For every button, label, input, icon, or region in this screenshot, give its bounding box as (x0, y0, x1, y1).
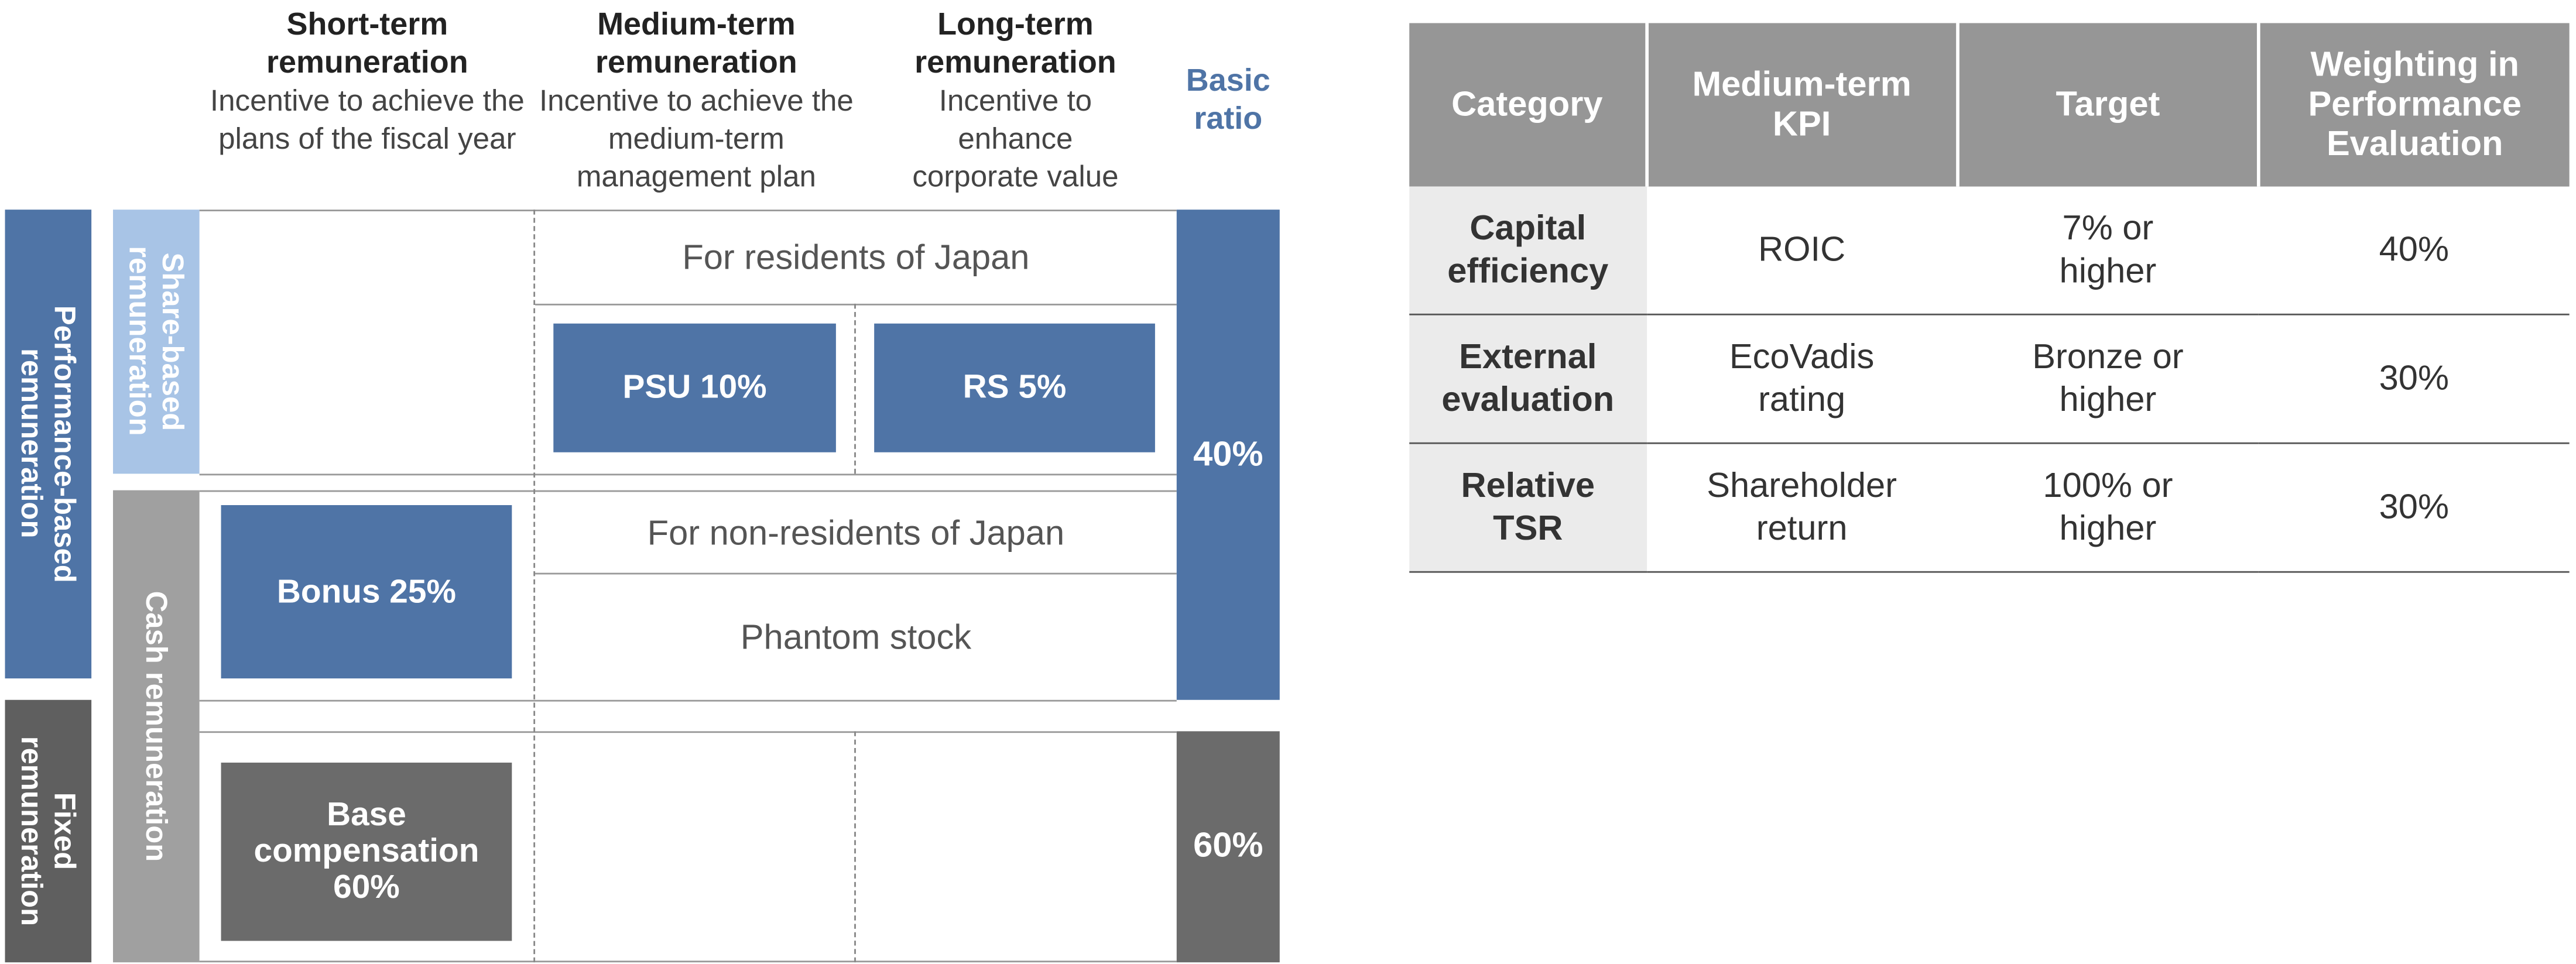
grid-line (199, 490, 1177, 492)
component-box: PSU 10% (553, 323, 836, 452)
column-header: Long-term remuneration Incentive to enhan… (891, 6, 1140, 196)
table-cell: Shareholder return (1646, 443, 1957, 573)
table-cell: ROIC (1646, 186, 1957, 315)
table-row: Capital efficiency ROIC 7% or higher 40% (1409, 186, 2570, 315)
header-row: Category Medium-term KPI Target Weightin… (1409, 23, 2570, 187)
cell-text: Bronze or higher (2032, 337, 2184, 418)
cell-text: 30% (2379, 359, 2449, 397)
table-cell: Capital efficiency (1409, 186, 1647, 315)
cell-text: ROIC (1758, 230, 1846, 269)
group-label: Fixed remuneration (5, 699, 92, 963)
grid-line (199, 210, 1177, 211)
table-row: External evaluation EcoVadis rating Bronze… (1409, 314, 2570, 444)
table-cell: Relative TSR (1409, 443, 1647, 573)
grid-line (535, 303, 1177, 306)
header-text: Category (1451, 85, 1603, 123)
cell-text: EcoVadis rating (1729, 337, 1875, 418)
table-cell: 100% or higher (1957, 443, 2259, 573)
header-text: Medium-term KPI (1692, 65, 1912, 143)
ratio: 60% (1176, 731, 1280, 963)
grid-line (199, 699, 1177, 702)
cell-text: Relative TSR (1461, 466, 1595, 547)
divider (533, 210, 536, 963)
kpi-table: Category Medium-term KPI Target Weightin… (1409, 23, 2570, 573)
note: Phantom stock (740, 619, 972, 657)
table-cell: 30% (2258, 314, 2570, 444)
component-box: RS 5% (874, 323, 1155, 452)
header-cell: Target (1955, 23, 2259, 187)
divider (854, 303, 856, 474)
grid-line (199, 960, 1177, 963)
grid-line (535, 572, 1177, 575)
table-cell: External evaluation (1409, 314, 1647, 444)
group-label: Performance-based remuneration (5, 210, 92, 679)
grid-line (199, 474, 1177, 476)
divider (854, 731, 856, 963)
column-title: Short-term remuneration (266, 8, 468, 81)
table-cell: 7% or higher (1957, 186, 2259, 315)
header-cell: Medium-term KPI (1645, 23, 1957, 187)
header-cell: Category (1409, 23, 1647, 187)
column-description: Incentive to achieve the medium-term man… (539, 84, 854, 193)
component-box: Bonus 25% (221, 505, 512, 679)
ratio: 40% (1176, 210, 1280, 700)
header-cell: Weighting in Performance Evaluation (2257, 23, 2570, 187)
cell-text: External evaluation (1441, 337, 1615, 418)
column-title: Long-term remuneration (914, 8, 1116, 81)
cell-text: 30% (2379, 488, 2449, 526)
table-cell: EcoVadis rating (1646, 314, 1957, 444)
table-cell: 40% (2258, 186, 2570, 315)
column-header: Short-term remuneration Incentive to achi… (196, 6, 539, 158)
subgroup-label: Share-based remuneration (113, 210, 200, 474)
cell-text: 7% or higher (2059, 208, 2157, 290)
table-body: Capital efficiency ROIC 7% or higher 40% Ext… (1409, 186, 2570, 573)
cell-text: Shareholder return (1707, 466, 1897, 547)
column-title: Medium-term remuneration (595, 8, 797, 81)
column-description: Incentive to achieve the plans of the fi… (210, 84, 525, 156)
table-cell: Bronze or higher (1957, 314, 2259, 444)
table-row: Relative TSR Shareholder return 100% or hi… (1409, 443, 2570, 573)
grid-line (199, 731, 1177, 733)
column-description: Incentive to enhance corporate value (912, 84, 1119, 193)
table-cell: 30% (2258, 443, 2570, 573)
cell-text: Capital efficiency (1447, 208, 1609, 290)
column-header: Medium-term remuneration Incentive to ach… (532, 6, 861, 196)
cell-text: 40% (2379, 230, 2449, 269)
header-text: Weighting in Performance Evaluation (2308, 45, 2522, 163)
header-text: Target (2056, 85, 2160, 123)
ratio-header: Basic ratio (1186, 64, 1270, 138)
note: For non-residents of Japan (647, 514, 1065, 553)
subgroup-label: Cash remuneration (113, 490, 200, 963)
component-box: Base compensation 60% (221, 762, 512, 941)
cell-text: 100% or higher (2043, 466, 2173, 547)
note: For residents of Japan (682, 239, 1030, 277)
